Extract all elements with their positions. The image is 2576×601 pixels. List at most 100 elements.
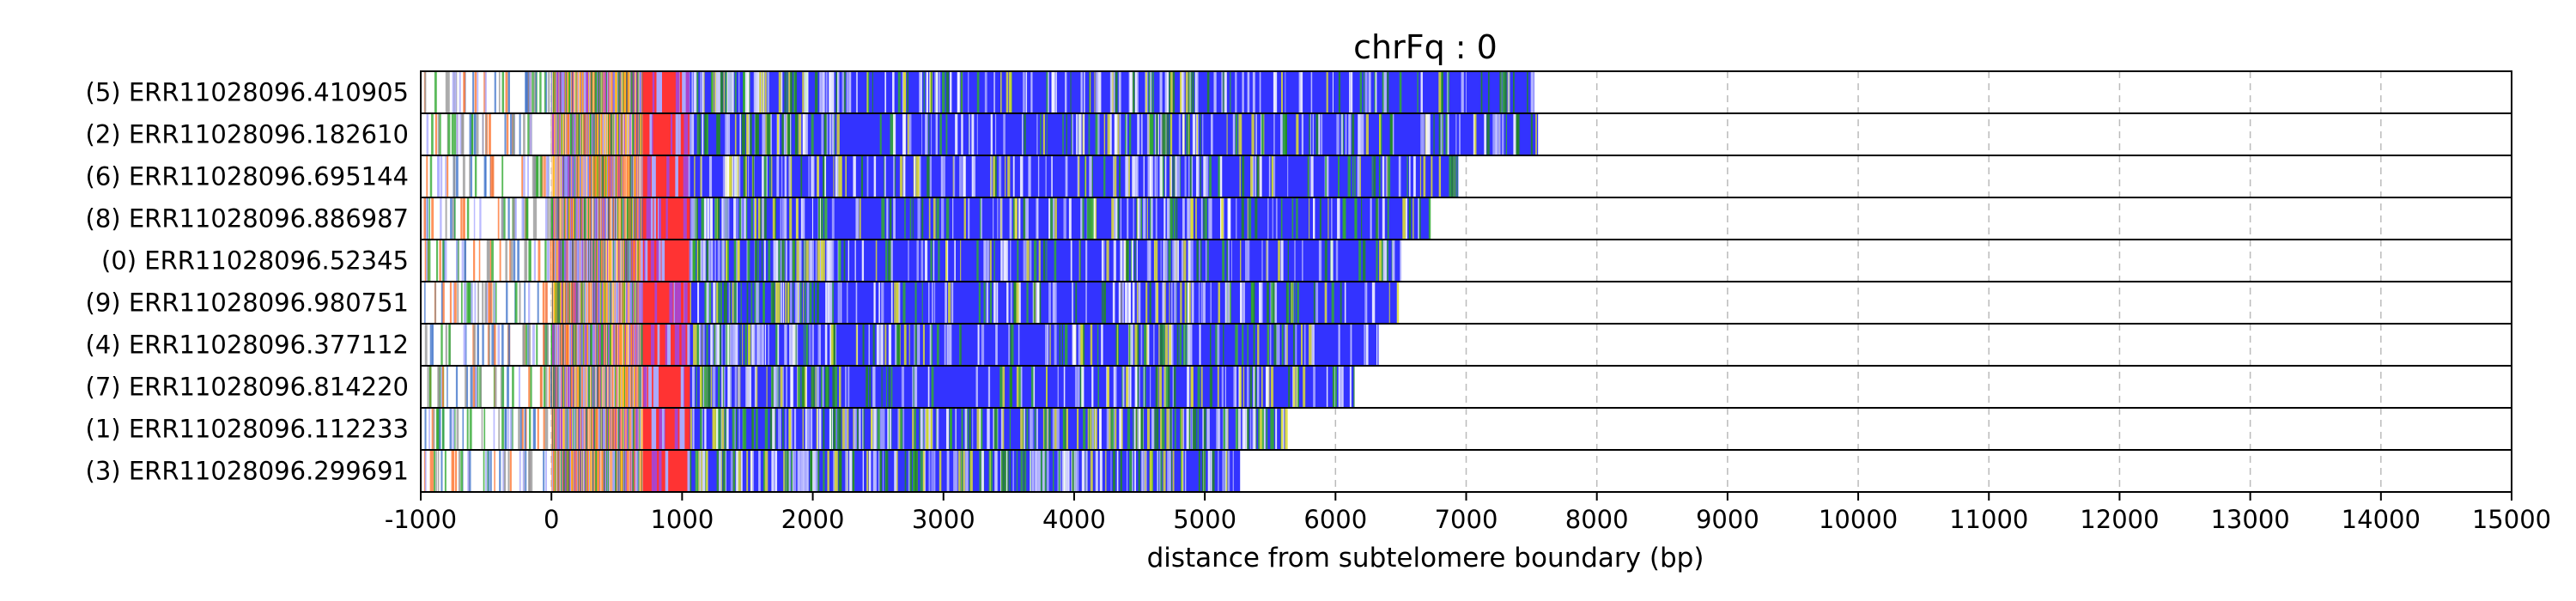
read-segment xyxy=(564,324,567,366)
read-segment xyxy=(1063,197,1066,240)
read-segment xyxy=(1218,282,1220,324)
read-segment xyxy=(703,324,705,366)
read-segment xyxy=(802,366,805,408)
read-segment xyxy=(1298,71,1302,113)
read-segment xyxy=(897,324,901,366)
read-segment xyxy=(563,197,566,240)
read-segment xyxy=(637,450,640,492)
read-segment xyxy=(775,282,779,324)
read-segment xyxy=(821,113,824,155)
read-segment xyxy=(433,408,435,450)
read-segment xyxy=(700,71,702,113)
read-segment xyxy=(435,450,437,492)
read-segment xyxy=(1160,324,1163,366)
read-segment xyxy=(530,366,532,408)
read-segment xyxy=(989,240,992,282)
read-segment xyxy=(586,155,588,197)
chart-title: chrFq : 0 xyxy=(1353,28,1498,66)
read-segment xyxy=(1501,113,1504,155)
read-segment xyxy=(1171,408,1173,450)
read-segment xyxy=(616,240,617,282)
read-segment xyxy=(820,240,823,282)
read-segment xyxy=(454,197,456,240)
read-segment xyxy=(1172,71,1176,113)
read-segment xyxy=(598,408,600,450)
read-segment xyxy=(1229,282,1231,324)
read-segment xyxy=(620,240,622,282)
read-segment xyxy=(783,450,785,492)
read-segment xyxy=(1459,113,1461,155)
read-segment xyxy=(614,113,616,155)
read-segment xyxy=(598,197,600,240)
read-segment xyxy=(580,366,582,408)
read-segment xyxy=(721,366,723,408)
read-segment xyxy=(1058,450,1060,492)
read-segment xyxy=(600,197,603,240)
read-segment xyxy=(1505,113,1508,155)
read-segment xyxy=(845,155,848,197)
read-segment xyxy=(588,155,590,197)
read-segment xyxy=(1200,155,1201,197)
read-segment xyxy=(469,113,472,155)
read-segment xyxy=(690,408,692,450)
read-segment xyxy=(1192,113,1196,155)
read-segment xyxy=(1170,155,1172,197)
read-segment xyxy=(562,282,564,324)
read-segment xyxy=(481,408,483,450)
read-segment xyxy=(1078,366,1080,408)
read-segment xyxy=(692,408,694,450)
read-segment xyxy=(586,71,588,113)
read-segment xyxy=(919,408,921,450)
read-segment xyxy=(568,113,570,155)
read-segment xyxy=(926,71,929,113)
read-segment xyxy=(1162,324,1165,366)
read-segment xyxy=(936,408,939,450)
read-segment xyxy=(1318,113,1321,155)
read-segment xyxy=(912,408,914,450)
read-segment xyxy=(441,366,444,408)
read-segment xyxy=(1354,155,1356,197)
read-segment xyxy=(778,408,780,450)
read-segment xyxy=(1340,366,1343,408)
read-segment xyxy=(453,282,455,324)
read-segment xyxy=(681,324,686,366)
read-segment xyxy=(589,324,592,366)
read-segment xyxy=(560,324,562,366)
read-segment xyxy=(1225,450,1228,492)
read-segment xyxy=(793,324,796,366)
read-segment xyxy=(1360,113,1364,155)
read-segment xyxy=(466,197,470,240)
read-segment xyxy=(708,155,713,197)
read-segment xyxy=(612,408,614,450)
read-segment xyxy=(680,366,684,408)
read-segment xyxy=(468,282,471,324)
read-segment xyxy=(617,450,620,492)
read-segment xyxy=(683,197,687,240)
read-segment xyxy=(979,408,982,450)
read-segment xyxy=(1132,450,1133,492)
read-segment xyxy=(1303,324,1306,366)
read-segment xyxy=(781,366,784,408)
read-segment xyxy=(1066,408,1069,450)
read-segment xyxy=(502,450,506,492)
read-segment xyxy=(1370,197,1372,240)
read-segment xyxy=(589,197,591,240)
read-segment xyxy=(745,408,747,450)
read-segment xyxy=(1013,282,1017,324)
read-segment xyxy=(553,113,555,155)
read-segment xyxy=(1036,282,1040,324)
read-segment xyxy=(599,324,602,366)
read-segment xyxy=(764,408,769,450)
read-segment xyxy=(732,408,735,450)
read-segment xyxy=(1026,282,1029,324)
read-segment xyxy=(559,366,561,408)
read-segment xyxy=(477,324,479,366)
read-segment xyxy=(899,155,903,197)
read-segment xyxy=(1067,450,1070,492)
read-segment xyxy=(740,197,743,240)
read-segment xyxy=(551,408,553,450)
read-segment xyxy=(720,71,724,113)
read-segment xyxy=(948,282,951,324)
read-segment xyxy=(575,240,577,282)
read-segment xyxy=(1363,113,1364,155)
